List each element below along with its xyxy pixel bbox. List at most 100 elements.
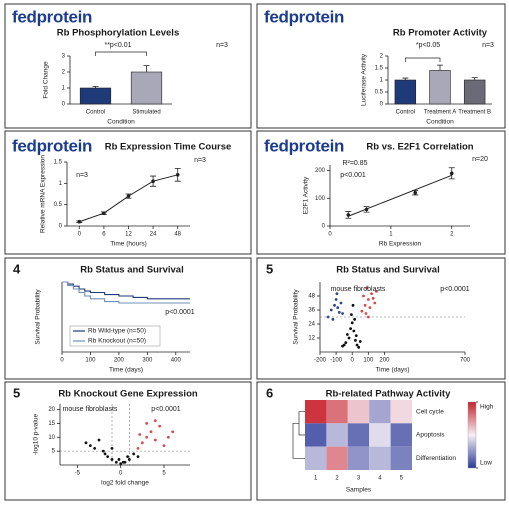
panel-frame: [4, 3, 252, 129]
y-tick-label: 3: [62, 54, 66, 60]
chart-title: Rb Expression Time Course: [105, 142, 232, 153]
data-point: [153, 438, 157, 442]
data-point: [354, 334, 358, 338]
chart-title: Rb Promoter Activity: [393, 28, 488, 39]
data-point: [339, 301, 343, 305]
heatmap-cell: [390, 400, 412, 424]
x-tick-label: 0: [60, 358, 64, 364]
column-label: 2: [335, 476, 339, 482]
bar: [429, 70, 451, 105]
y-tick-label: 1.5: [54, 160, 63, 166]
data-point: [126, 194, 131, 198]
data-point: [370, 292, 373, 296]
data-point: [357, 345, 361, 349]
data-point: [366, 315, 370, 319]
data-point: [175, 173, 180, 177]
brand-logo: fedprotein: [12, 7, 92, 26]
annotation: mouse fibroblasts: [331, 286, 386, 293]
heatmap-cell: [390, 423, 412, 447]
x-tick-label: 0: [78, 232, 82, 238]
error-bar: [402, 77, 409, 80]
x-axis-label: Rb Expression: [379, 241, 422, 248]
y-tick-label: 0.5: [54, 202, 63, 208]
x-tick-label: Control: [396, 110, 415, 116]
data-point: [119, 462, 123, 466]
data-point: [171, 430, 175, 434]
heatmap-cell: [369, 400, 391, 424]
survival-curve: [62, 281, 190, 300]
data-point: [373, 301, 377, 305]
data-point: [358, 340, 362, 343]
data-point: [117, 458, 121, 461]
x-tick-label: 12: [125, 232, 132, 238]
colorbar-label: High: [480, 404, 494, 411]
y-tick-label: 36: [308, 308, 315, 314]
y-tick-label: 0: [380, 102, 384, 108]
heatmap-cell: [326, 400, 348, 424]
bar: [130, 71, 163, 105]
data-point: [127, 458, 131, 461]
data-point: [368, 306, 372, 310]
y-tick-label: 48: [308, 294, 315, 300]
data-point: [103, 452, 107, 456]
legend-box: [69, 325, 161, 347]
panel-frame: [256, 3, 506, 129]
annotation: R²=0.85: [342, 160, 367, 167]
annotation: p<0.0001: [440, 286, 469, 293]
x-axis-label: Condition: [107, 119, 135, 126]
panel-frame: [4, 130, 252, 255]
column-label: 1: [314, 476, 318, 482]
column-label: 4: [378, 476, 382, 482]
data-point: [102, 211, 106, 215]
y-axis-label: -log10 p-value: [33, 414, 40, 456]
y-tick-label: 0.5: [375, 90, 384, 96]
heatmap-cell: [305, 400, 327, 424]
data-point: [106, 455, 110, 459]
annotation: n=20: [472, 156, 488, 163]
chart-title: Rb Status and Survival: [80, 265, 183, 276]
y-tick-label: 12: [308, 336, 315, 342]
panel-frame: [256, 130, 506, 255]
x-tick-label: 200: [114, 358, 125, 364]
x-tick-label: 0: [351, 358, 355, 364]
y-tick-label: 200: [315, 168, 326, 174]
brand-logo: fedprotein: [12, 136, 92, 155]
annotation: p<0.0001: [165, 309, 194, 316]
annotation: n=3: [216, 42, 228, 49]
x-axis-label: Time (days): [109, 367, 143, 374]
data-point: [362, 294, 365, 298]
x-tick-label: 48: [174, 232, 181, 238]
data-point: [121, 460, 125, 464]
annotation: mouse fibroblasts: [63, 406, 118, 413]
data-point: [449, 171, 454, 176]
y-tick-label: 15: [48, 421, 55, 427]
data-point: [93, 446, 97, 450]
data-point: [132, 452, 136, 456]
error-bar: [143, 65, 150, 72]
y-tick-label: 5: [52, 449, 56, 455]
heatmap-cell: [347, 400, 370, 424]
data-point: [350, 321, 354, 325]
data-point: [353, 317, 357, 321]
annotation: **p<0.01: [104, 42, 131, 49]
data-point: [114, 460, 118, 464]
data-point: [354, 338, 357, 342]
y-tick-label: 1.5: [375, 66, 384, 72]
x-axis-label: Condition: [426, 119, 454, 126]
data-point: [366, 298, 370, 301]
heatmap-cell: [305, 423, 327, 447]
row-label: Apoptosis: [416, 432, 445, 439]
x-tick-label: 2: [450, 232, 454, 238]
panel-number: 6: [266, 385, 273, 400]
chart-title: Rb Status and Survival: [336, 265, 439, 276]
data-point: [110, 446, 114, 450]
row-label: Cell cycle: [416, 408, 444, 415]
x-tick-label: -5: [75, 471, 81, 477]
data-point: [329, 308, 333, 312]
annotation: n=3: [194, 157, 206, 164]
y-tick-label: 0: [59, 224, 63, 230]
data-point: [350, 313, 353, 317]
panel-number: 5: [266, 261, 273, 276]
data-point: [365, 286, 369, 290]
data-point: [374, 289, 378, 293]
